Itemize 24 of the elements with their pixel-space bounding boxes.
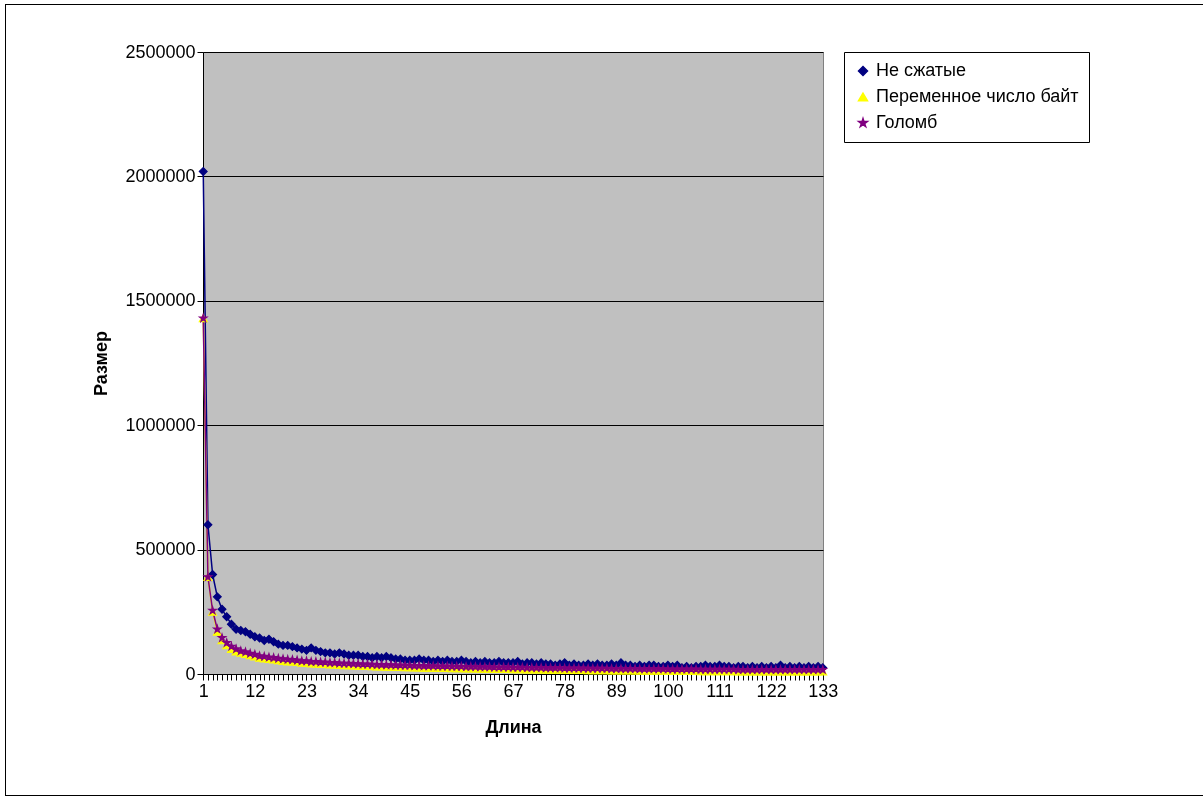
legend-label: Голомб [876,112,938,132]
x-tick-label: 100 [653,680,684,701]
y-tick-label: 500000 [135,539,196,560]
x-tick-label: 12 [245,680,266,701]
legend-label: Переменное число байт [876,86,1079,106]
y-tick-label: 2000000 [125,165,196,186]
legend-label: Не сжатые [876,60,967,80]
x-tick-label: 78 [555,680,576,701]
x-tick-label: 122 [756,680,787,701]
y-tick-label: 2500000 [125,41,196,62]
x-axis-title: Длина [485,716,543,737]
x-tick-label: 23 [296,680,318,701]
x-tick-label: 67 [503,680,524,701]
x-tick-label: 89 [606,680,627,701]
y-tick-label: 1500000 [125,290,196,311]
x-tick-label: 111 [706,680,734,701]
x-tick-label: 45 [400,680,421,701]
x-tick-label: 56 [451,680,472,701]
x-tick-label: 34 [348,680,369,701]
x-tick-label: 1 [198,680,209,701]
y-tick-label: 1000000 [125,414,196,435]
y-tick-label: 0 [185,663,196,684]
y-axis-title: Размер [91,331,112,396]
x-tick-label: 133 [808,680,839,701]
